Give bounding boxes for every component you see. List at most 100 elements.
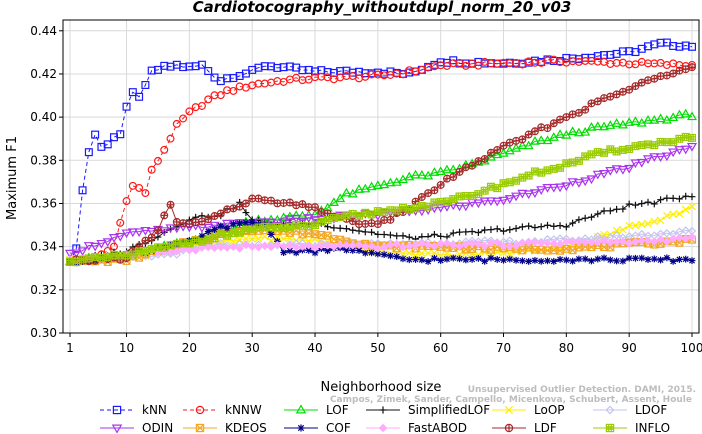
- legend: kNN kNNW LOF SimplifiedLOF LoOP LDOF ODIN KDEOS…: [100, 403, 670, 434]
- series-point: [611, 118, 622, 127]
- series-point: [336, 212, 345, 221]
- series-point: [462, 228, 470, 236]
- series-point: [430, 249, 439, 257]
- legend-item-knnw: kNNW: [183, 403, 262, 417]
- series-point: [436, 239, 445, 248]
- series-point: [431, 230, 438, 238]
- series-point: [625, 85, 634, 94]
- series-inflo: [65, 132, 696, 267]
- series-point: [468, 161, 477, 170]
- series-point: [292, 201, 301, 210]
- series-point: [298, 200, 307, 209]
- series-point: [412, 256, 419, 263]
- series-point: [575, 255, 583, 263]
- series-point: [662, 71, 671, 80]
- series-point: [348, 241, 357, 250]
- series-point: [682, 192, 690, 200]
- series-point: [330, 224, 338, 232]
- series-point: [512, 136, 521, 145]
- series-point: [77, 247, 88, 257]
- series-point: [367, 210, 376, 219]
- legend-label: COF: [326, 421, 351, 434]
- series-point: [650, 200, 658, 208]
- y-tick-label: 0.38: [30, 153, 57, 167]
- series-point: [485, 151, 496, 161]
- series-point: [574, 156, 583, 165]
- series-point: [197, 243, 207, 252]
- series-point: [624, 117, 635, 126]
- series-point: [606, 256, 614, 264]
- series-point: [542, 184, 553, 193]
- series-point: [493, 238, 502, 247]
- series-point: [524, 171, 533, 180]
- series-point: [297, 217, 308, 227]
- series-point: [506, 255, 514, 263]
- series-point: [543, 124, 552, 133]
- series-point: [278, 212, 289, 222]
- series-point: [611, 165, 622, 174]
- series-point: [493, 145, 502, 154]
- series-point: [141, 80, 150, 89]
- series-point: [304, 241, 313, 250]
- series-point: [336, 241, 345, 250]
- series-point: [662, 237, 671, 246]
- series-point: [393, 232, 401, 240]
- series-point: [116, 218, 125, 227]
- series-point: [500, 256, 507, 264]
- series-point: [456, 255, 463, 263]
- series-point: [592, 121, 603, 131]
- series-point: [248, 225, 257, 234]
- series-point: [91, 130, 100, 139]
- series-point: [204, 243, 213, 252]
- series-point: [404, 171, 415, 181]
- series-point: [367, 241, 376, 251]
- series-point: [140, 226, 151, 236]
- series-point: [153, 226, 162, 235]
- y-tick-label: 0.40: [30, 110, 57, 124]
- series-point: [680, 145, 691, 155]
- series-point: [335, 193, 346, 203]
- series-point: [517, 140, 528, 150]
- series-point: [229, 242, 238, 252]
- series-point: [185, 107, 194, 116]
- legend-marker: [111, 424, 123, 434]
- series-point: [669, 194, 677, 202]
- series-point: [681, 205, 690, 214]
- series-point: [493, 225, 501, 233]
- series-point: [537, 239, 546, 248]
- series-point: [523, 140, 534, 150]
- series-point: [587, 99, 596, 108]
- series-point: [506, 226, 514, 234]
- series-point: [569, 257, 577, 265]
- series-point: [599, 121, 610, 131]
- series-point: [368, 228, 375, 236]
- series-point: [185, 246, 194, 255]
- legend-item-simplifiedlof: SimplifiedLOF: [366, 403, 490, 417]
- legend-marker: [605, 405, 615, 415]
- series-point: [455, 242, 464, 251]
- series-point: [644, 198, 652, 206]
- series-point: [474, 61, 483, 70]
- series-point: [154, 233, 162, 241]
- series-point: [147, 165, 156, 174]
- series-point: [606, 145, 615, 154]
- series-point: [531, 224, 539, 232]
- series-point: [462, 256, 470, 264]
- x-tick-label: 90: [622, 341, 637, 355]
- series-point: [429, 204, 440, 214]
- series-point: [455, 58, 464, 67]
- series-point: [392, 206, 401, 215]
- series-point: [662, 229, 672, 238]
- series-point: [650, 255, 658, 263]
- series-point: [669, 210, 677, 219]
- series-point: [372, 180, 383, 190]
- series-point: [311, 221, 320, 230]
- series-point: [172, 119, 181, 128]
- series-point: [638, 200, 646, 207]
- series-point: [172, 247, 181, 256]
- legend-item-loop: LoOP: [492, 403, 565, 417]
- series-point: [135, 92, 144, 101]
- series-point: [569, 219, 577, 227]
- series-point: [448, 164, 459, 174]
- series-point: [102, 238, 113, 247]
